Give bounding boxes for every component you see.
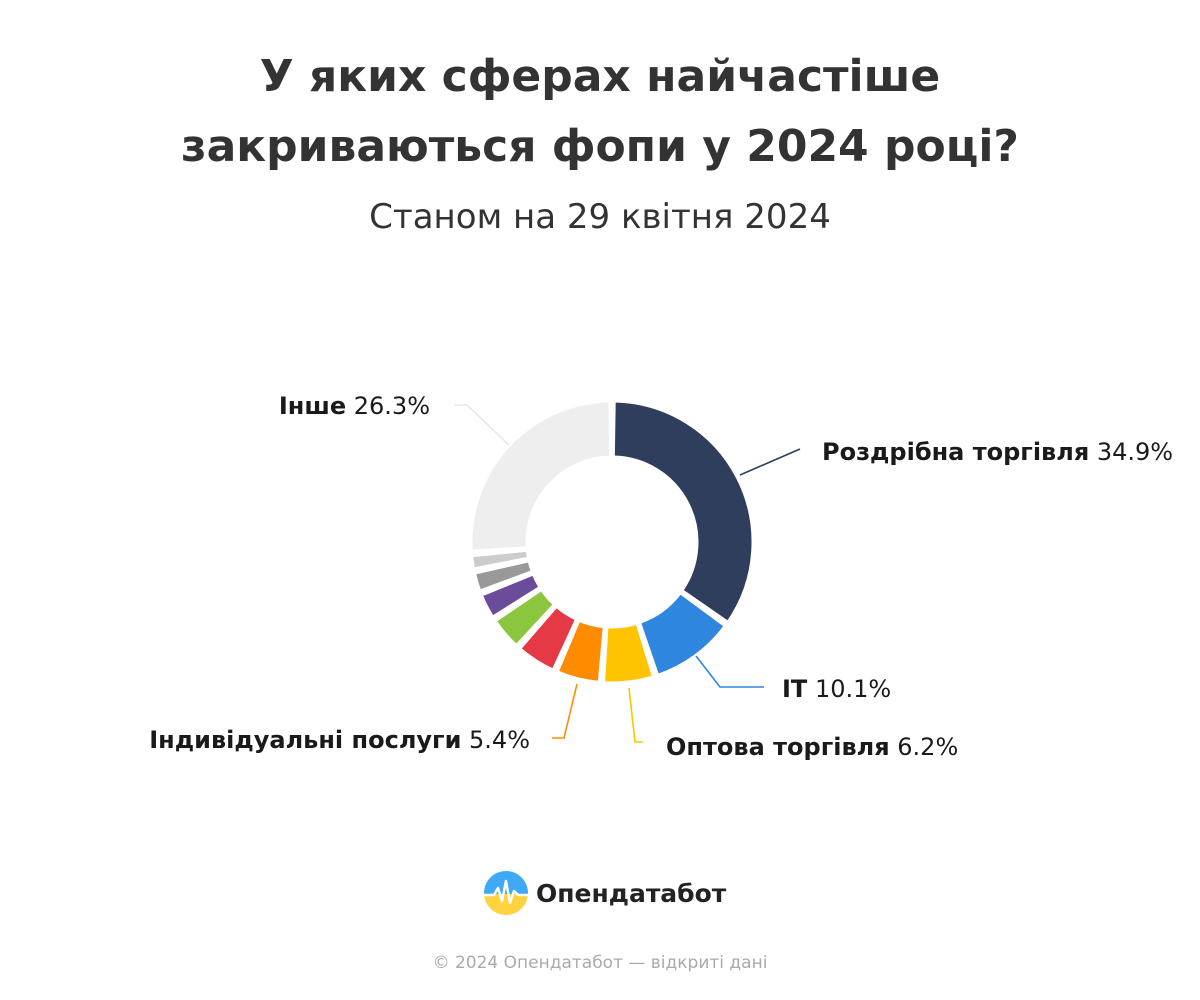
donut-slices [469, 399, 755, 685]
slice-label-value-10: 26.3% [346, 392, 430, 420]
footer-copyright: © 2024 Опендатабот — відкриті дані [432, 953, 768, 973]
chart-subtitle: Станом на 29 квітня 2024 [369, 197, 831, 237]
leader-line-10 [455, 404, 510, 446]
donut-slice-4 [555, 618, 606, 684]
leader-line-1 [739, 448, 801, 476]
slice-label-name-4: Індивідуальні послуги [149, 726, 461, 754]
slice-label-value-2: 10.1% [807, 675, 891, 703]
leader-lines [455, 404, 801, 743]
opendatabot-logo-icon [484, 871, 528, 915]
donut-slice-5 [518, 604, 579, 672]
donut-slice-10 [469, 399, 613, 553]
slice-label-10: Інше 26.3% [279, 392, 430, 420]
chart-title-line-1: У яких сферах найчастіше [259, 51, 941, 102]
chart-title-line-2: закриваються фопи у 2024 році? [181, 121, 1019, 172]
slice-labels: Роздрібна торгівля 34.9% IT 10.1% Оптова т… [149, 392, 1173, 761]
slice-label-value-1: 34.9% [1089, 438, 1173, 466]
slice-label-name-1: Роздрібна торгівля [822, 438, 1089, 466]
donut-slice-1 [611, 399, 755, 624]
leader-line-3 [628, 687, 643, 743]
donut-slice-2 [638, 591, 727, 677]
slice-label-1: Роздрібна торгівля 34.9% [822, 438, 1173, 466]
slice-label-4: Індивідуальні послуги 5.4% [149, 726, 530, 754]
slice-label-name-3: Оптова торгівля [666, 733, 890, 761]
slice-label-3: Оптова торгівля 6.2% [666, 733, 958, 761]
slice-label-name-10: Інше [279, 392, 346, 420]
leader-line-2 [695, 655, 764, 688]
leader-line-4 [552, 683, 578, 739]
slice-label-name-2: IT [782, 675, 808, 703]
donut-slice-9 [470, 548, 531, 571]
slice-label-value-3: 6.2% [890, 733, 959, 761]
donut-slice-8 [472, 559, 534, 593]
brand-logo: Опендатабот [484, 870, 726, 916]
chart-title: У яких сферах найчастіше закриваються фо… [0, 42, 1200, 182]
donut-slice-6 [493, 588, 556, 648]
donut-slice-7 [479, 572, 542, 619]
slice-label-value-4: 5.4% [461, 726, 530, 754]
donut-slice-3 [602, 621, 655, 685]
slice-label-2: IT 10.1% [782, 675, 891, 703]
logo-text: Опендатабот [536, 878, 727, 908]
